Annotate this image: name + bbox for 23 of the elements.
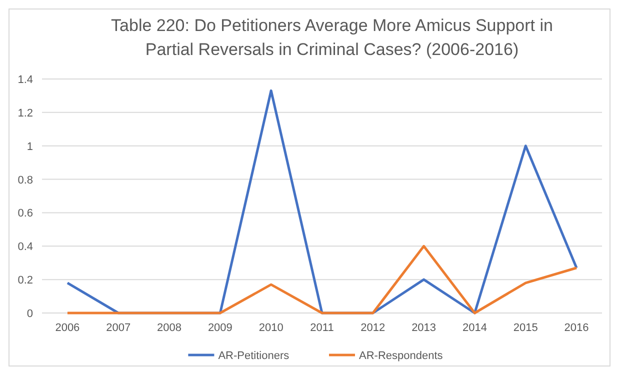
y-tick-label: 0 <box>26 308 33 320</box>
y-tick-label: 1.2 <box>18 107 33 120</box>
y-tick-label: 1 <box>26 140 33 153</box>
x-tick-label: 2010 <box>258 322 284 334</box>
x-tick-label: 2014 <box>462 322 487 334</box>
x-tick-label: 2012 <box>360 322 386 334</box>
x-tick-label: 2011 <box>310 322 334 334</box>
x-tick-label: 2006 <box>55 322 80 334</box>
x-tick-label: 2016 <box>564 322 589 334</box>
y-tick-label: 0.2 <box>18 274 33 287</box>
x-tick-label: 2007 <box>106 322 131 334</box>
legend-label: AR-Petitioners <box>218 350 290 362</box>
line-series <box>66 244 578 314</box>
y-tick-label: 0.4 <box>18 241 33 254</box>
x-tick-label: 2008 <box>157 322 182 334</box>
y-tick-label: 0.6 <box>18 208 33 220</box>
x-tick-label: 2015 <box>513 322 538 334</box>
chart-title: Table 220: Do Petitioners Average More Amicus Support in Partial Reversals in Criminal Cases? (2006-2016) <box>111 16 553 59</box>
x-tick-label: 2009 <box>208 322 232 334</box>
y-tick-label: 0.8 <box>18 174 33 186</box>
y-tick-label: 1.4 <box>18 74 33 86</box>
legend-label: AR-Respondents <box>359 350 444 362</box>
x-tick-label: 2013 <box>412 322 436 334</box>
